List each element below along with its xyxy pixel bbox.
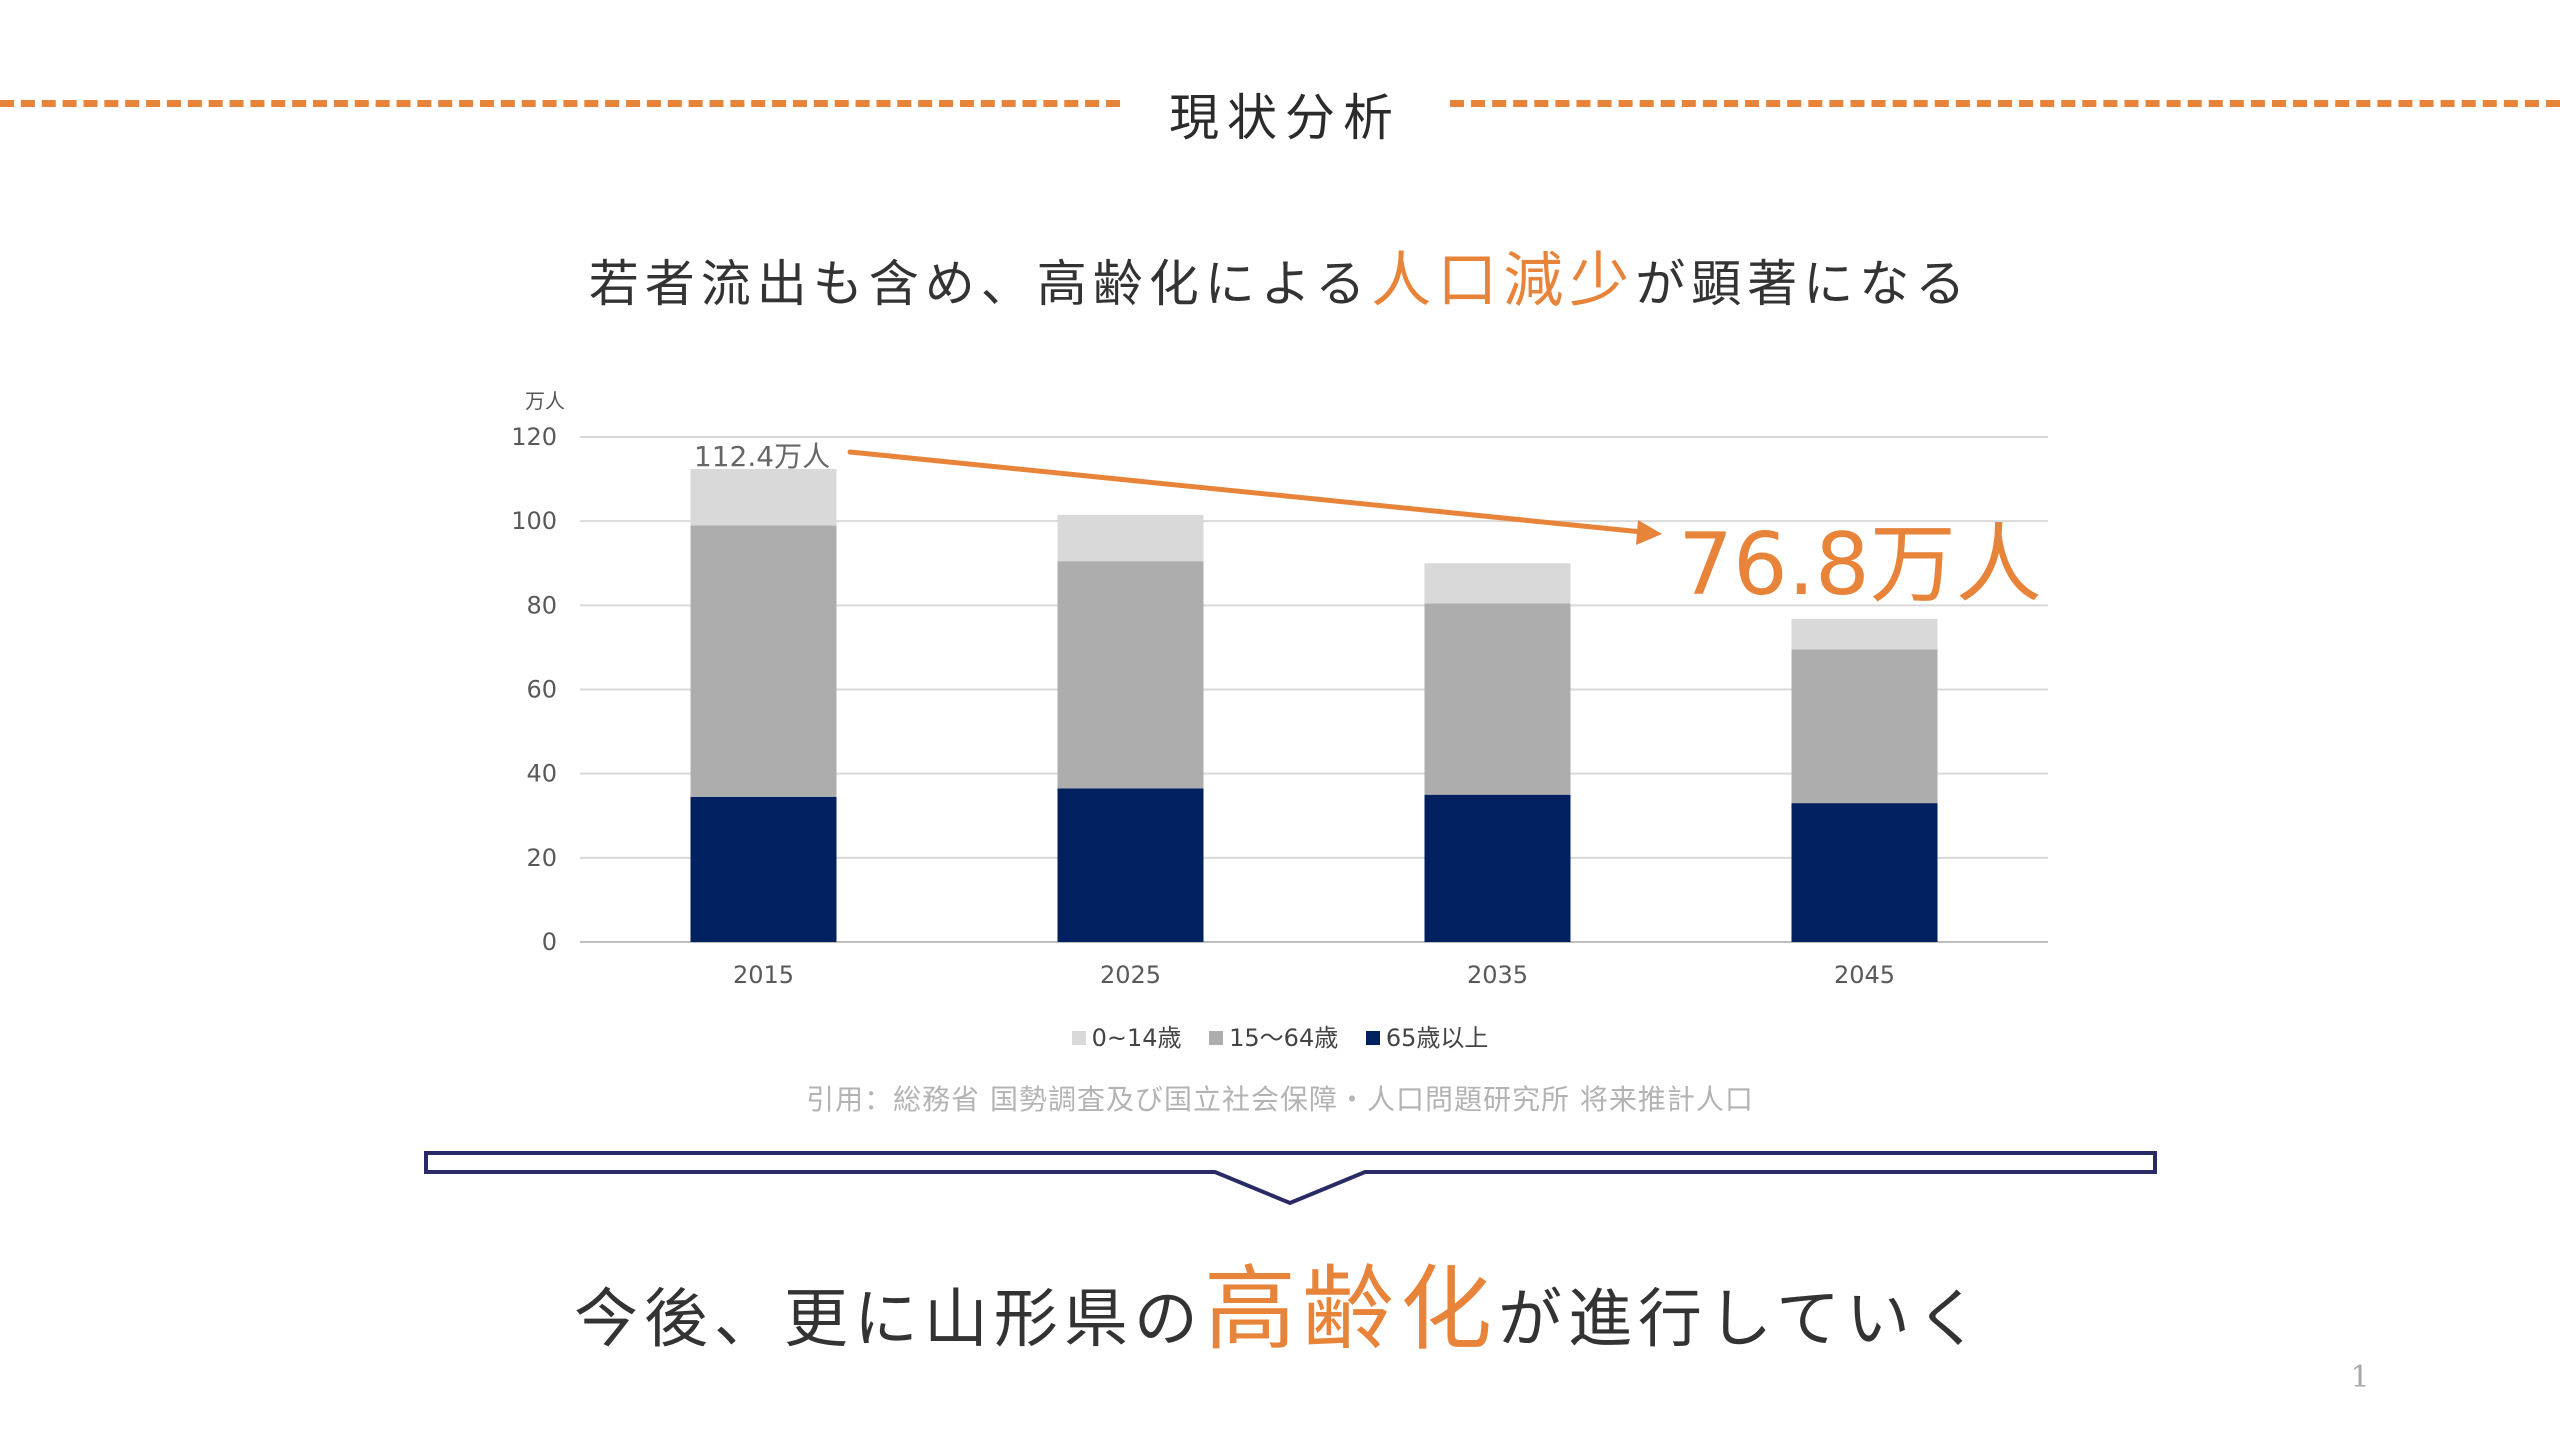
headline-bottom: 今後、更に山形県の高齢化が進行していく (0, 1235, 2560, 1368)
y-tick-label: 60 (526, 676, 557, 704)
headline-top-lead: 若者流出も含め、高齢化による (588, 255, 1372, 313)
header-divider-left (0, 100, 1120, 107)
headline-top: 若者流出も含め、高齢化による人口減少が顕著になる (0, 232, 2560, 319)
legend-swatch (1365, 1031, 1380, 1045)
bar-segment (1057, 514, 1204, 562)
bar-segment (1424, 794, 1571, 942)
bar-segment (1791, 803, 1938, 942)
y-axis-unit: 万人 (525, 389, 565, 413)
bar-segment (1791, 649, 1938, 804)
bar-segment (1424, 563, 1571, 604)
section-title: 現状分析 (1169, 89, 1401, 147)
page-number: 1 (2350, 1360, 2370, 1395)
x-tick-label: 2035 (1467, 961, 1528, 989)
bar-segment (1057, 788, 1204, 942)
bar-segment (1424, 603, 1571, 795)
trend-arrow-head (1636, 520, 1662, 545)
trend-arrow-line (847, 449, 1645, 535)
x-tick-label: 2045 (1834, 961, 1895, 989)
headline-top-highlight: 人口減少 (1371, 246, 1636, 316)
citation: 引用：総務省 国勢調査及び国立社会保障・人口問題研究所 将来推計人口 (806, 1083, 1754, 1116)
bar-segment (1057, 561, 1204, 789)
headline-bottom-lead: 今後、更に山形県の (573, 1283, 1204, 1357)
y-tick-label: 0 (542, 928, 557, 956)
bar-segment (690, 796, 837, 942)
legend-label: 0~14歳 (1091, 1024, 1182, 1052)
headline-bottom-tail: が進行していく (1497, 1283, 1987, 1357)
y-tick-label: 100 (511, 507, 557, 535)
legend-label: 65歳以上 (1385, 1024, 1489, 1052)
legend-item-65-plus: 65歳以上 (1365, 1018, 1489, 1053)
y-tick-label: 120 (511, 423, 557, 451)
y-tick-label: 20 (526, 844, 557, 872)
header-divider-right (1450, 100, 2560, 107)
legend-label: 15〜64歳 (1229, 1024, 1339, 1052)
x-tick-label: 2025 (1100, 961, 1161, 989)
bar-segment (690, 468, 837, 526)
chart-annotations: 112.4万人 76.8万人 (694, 440, 2042, 615)
chart-axes: 万人 0 20 40 60 80 100 120 2015 2025 2035 2045 (511, 389, 1895, 989)
chart-legend: 0~14歳 15〜64歳 65歳以上 (0, 1018, 2560, 1053)
start-total-label: 112.4万人 (694, 440, 830, 473)
y-tick-label: 40 (526, 760, 557, 788)
x-tick-label: 2015 (733, 961, 794, 989)
headline-top-tail: が顕著になる (1635, 255, 1972, 313)
y-tick-label: 80 (526, 591, 557, 619)
legend-swatch (1071, 1031, 1086, 1045)
legend-item-0-14: 0~14歳 (1071, 1018, 1182, 1053)
bar-segment (1791, 618, 1938, 650)
summary-bracket-shape (424, 1151, 2157, 1206)
chart-bars (690, 468, 1938, 942)
headline-bottom-highlight: 高齢化 (1203, 1256, 1498, 1363)
end-total-label: 76.8万人 (1678, 515, 2041, 615)
legend-swatch (1209, 1031, 1224, 1045)
population-chart: 万人 0 20 40 60 80 100 120 2015 2025 2035 2045 112.4… (511, 389, 2048, 989)
bar-segment (690, 525, 837, 797)
legend-item-15-64: 15〜64歳 (1209, 1018, 1338, 1053)
